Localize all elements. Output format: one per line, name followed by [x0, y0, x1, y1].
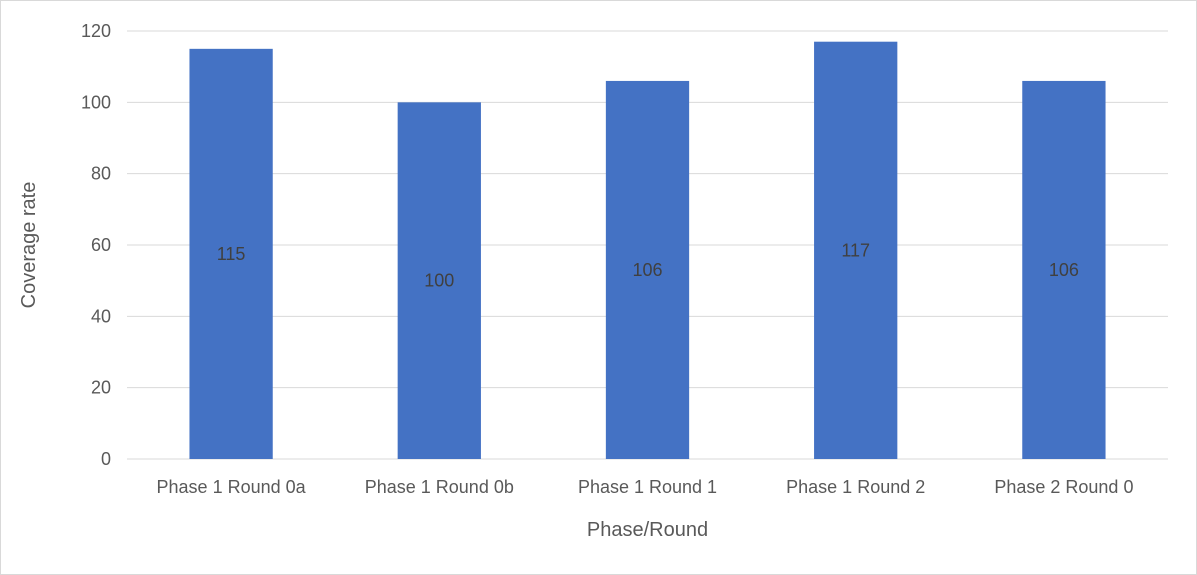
y-tick-label: 40	[91, 306, 111, 326]
x-category-label: Phase 2 Round 0	[994, 477, 1133, 497]
x-axis-title: Phase/Round	[587, 519, 708, 541]
data-label: 117	[841, 240, 870, 260]
data-label: 106	[632, 260, 662, 280]
data-labels: 115 100 106 117 106	[217, 240, 1079, 290]
x-category-label: Phase 1 Round 2	[786, 477, 925, 497]
y-tick-labels: 0 20 40 60 80 100 120	[81, 21, 111, 469]
bar	[814, 41, 898, 459]
x-category-labels: Phase 1 Round 0a Phase 1 Round 0b Phase 1 …	[157, 477, 1134, 497]
bar	[189, 48, 273, 459]
y-axis-title: Coverage rate	[18, 182, 40, 309]
y-tick-label: 20	[91, 378, 111, 398]
x-category-label: Phase 1 Round 0b	[365, 477, 514, 497]
y-tick-label: 120	[81, 21, 111, 41]
x-category-label: Phase 1 Round 0a	[157, 477, 307, 497]
y-tick-label: 80	[91, 164, 111, 184]
data-label: 100	[424, 271, 454, 291]
y-tick-label: 100	[81, 92, 111, 112]
y-tick-label: 0	[101, 449, 111, 469]
bars	[189, 41, 1106, 459]
data-label: 106	[1049, 260, 1079, 280]
data-label: 115	[217, 244, 246, 264]
x-category-label: Phase 1 Round 1	[578, 477, 717, 497]
bar	[397, 102, 481, 459]
bar	[605, 80, 690, 459]
y-tick-label: 60	[91, 235, 111, 255]
bar	[1022, 80, 1106, 459]
